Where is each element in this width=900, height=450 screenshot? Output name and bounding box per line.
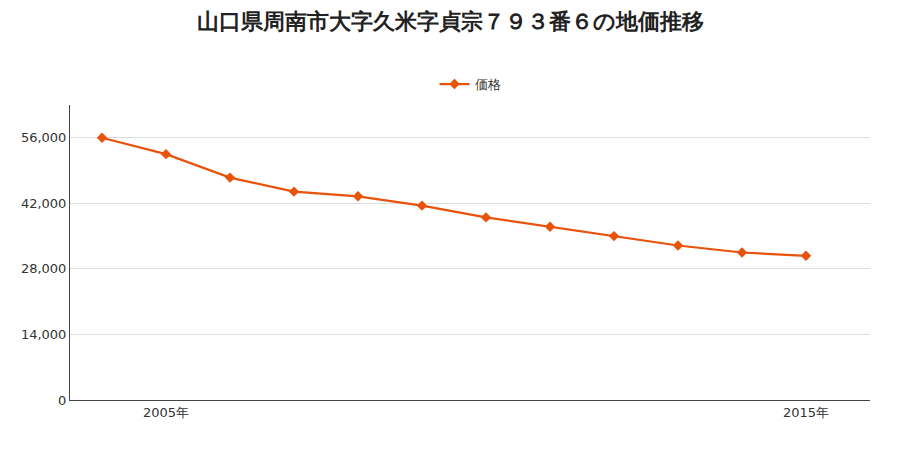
svg-text:価格: 価格 xyxy=(475,77,501,92)
svg-text:2015年: 2015年 xyxy=(783,405,829,420)
svg-text:14,000: 14,000 xyxy=(21,327,67,342)
svg-text:0: 0 xyxy=(58,393,66,408)
svg-text:2005年: 2005年 xyxy=(143,405,189,420)
svg-text:28,000: 28,000 xyxy=(21,261,67,276)
svg-text:山口県周南市大字久米字貞宗７９３番６の地価推移: 山口県周南市大字久米字貞宗７９３番６の地価推移 xyxy=(197,9,704,34)
svg-text:56,000: 56,000 xyxy=(21,130,67,145)
svg-text:42,000: 42,000 xyxy=(21,196,67,211)
